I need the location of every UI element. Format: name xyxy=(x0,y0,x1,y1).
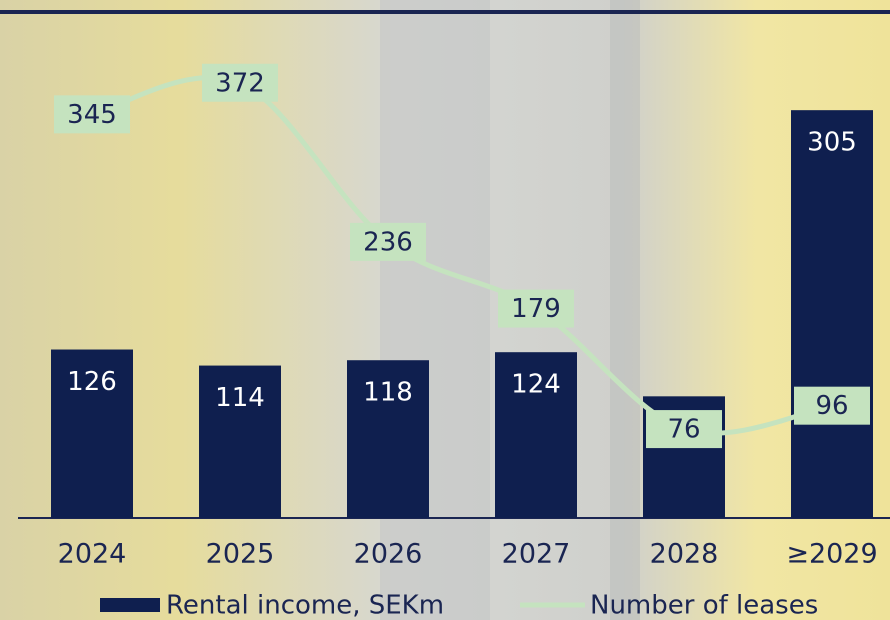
bar xyxy=(51,349,133,518)
legend-swatch xyxy=(100,598,160,612)
x-tick-label: 2027 xyxy=(502,539,571,570)
line-label-box xyxy=(350,222,426,261)
bar xyxy=(199,365,281,518)
x-tick-label: 2026 xyxy=(354,539,423,570)
x-tick-label: 2025 xyxy=(206,539,275,570)
legend-label: Rental income, SEKm xyxy=(166,591,444,620)
x-tick-label: ≥2029 xyxy=(786,539,877,570)
bar-value-label: 305 xyxy=(807,128,857,158)
bar xyxy=(347,360,429,518)
line-value-label: 76 xyxy=(667,415,700,445)
line-value-label: 372 xyxy=(215,68,265,98)
line-value-label: 236 xyxy=(363,227,413,257)
background-pillar xyxy=(610,0,640,620)
background-pillar xyxy=(380,0,490,620)
line-label-box xyxy=(202,63,278,102)
bar-value-label: 124 xyxy=(511,370,561,400)
bar xyxy=(791,110,873,519)
line-label-box xyxy=(794,386,870,425)
line-label-box xyxy=(646,410,722,449)
legend-label: Number of leases xyxy=(590,591,818,620)
x-tick-label: 2028 xyxy=(650,539,719,570)
line-value-label: 345 xyxy=(67,100,117,130)
bar-value-label: 114 xyxy=(215,383,265,413)
line-label-box xyxy=(498,289,574,328)
line-value-label: 96 xyxy=(815,391,848,421)
line-value-label: 179 xyxy=(511,294,561,324)
bar-value-label: 126 xyxy=(67,367,117,397)
bar xyxy=(495,352,577,518)
x-tick-label: 2024 xyxy=(58,539,127,570)
line-label-box xyxy=(54,95,130,134)
bar-value-label: 118 xyxy=(363,378,413,408)
